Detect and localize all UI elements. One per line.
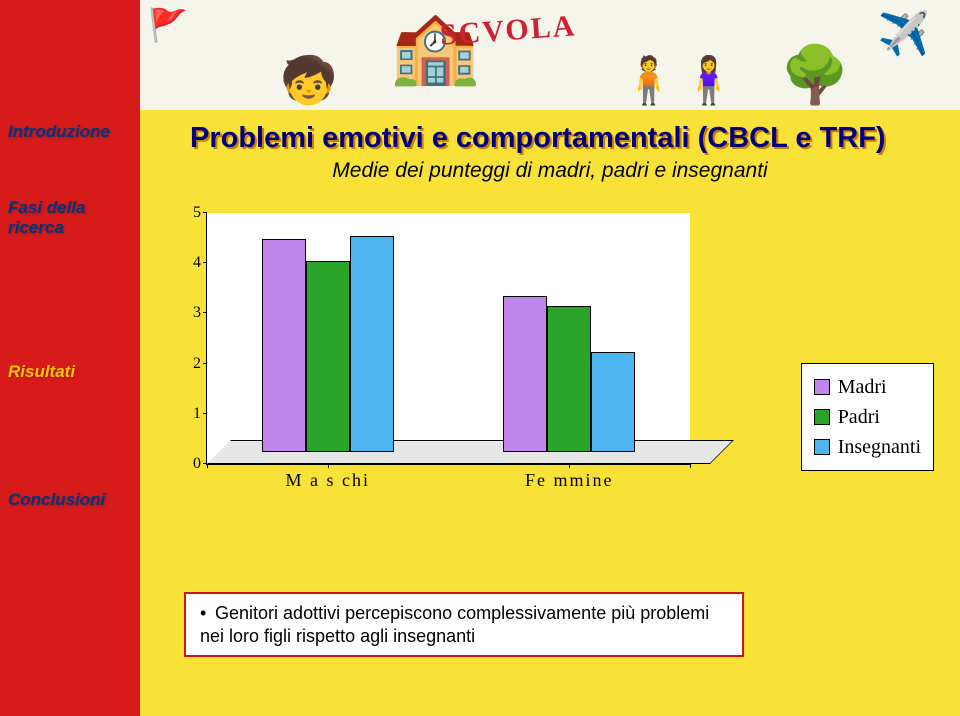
bar [350,236,394,452]
plane-icon: ✈️ [878,10,930,59]
bar [591,352,635,452]
legend-item: Padri [814,402,921,432]
bar-group [262,236,394,452]
legend-item: Insegnanti [814,432,921,462]
slide-title: Problemi emotivi e comportamentali (CBCL… [190,122,940,155]
y-tick-label: 2 [193,355,207,373]
x-category-label: M a s chi [207,464,449,491]
y-tick-label: 3 [193,304,207,322]
chart-axes: 012345M a s chiFe mmine [206,213,690,465]
main-column: 🚩 🧒 🏫 SCVOLA 🧍 🧍‍♀️ 🌳 ✈️ Problemi emotiv… [140,0,960,716]
bar-group [503,296,635,452]
sidebar-item[interactable]: Fasi della ricerca [0,148,140,298]
bar [547,306,591,452]
y-tick-label: 4 [193,254,207,272]
conclusion-callout: • Genitori adottivi percepiscono comples… [184,592,744,657]
chart-row: 012345M a s chiFe mmine MadriPadriInsegn… [160,213,940,493]
legend-swatch [814,439,830,455]
slide-body: Problemi emotivi e comportamentali (CBCL… [140,110,960,716]
bar [306,261,350,452]
legend-label: Padri [838,402,880,432]
y-tick-label: 1 [193,405,207,423]
slide-root: IntroduzioneFasi della ricercaRisultatiC… [0,0,960,716]
callout-text: Genitori adottivi percepiscono complessi… [200,603,709,646]
x-category-label: Fe mmine [449,464,691,491]
legend-item: Madri [814,372,921,402]
tree-icon: 🌳 [780,42,850,108]
bullet-icon: • [200,602,210,625]
bar-chart: 012345M a s chiFe mmine [170,213,690,493]
kid-icon: 🧍 [620,53,677,108]
kid-icon: 🧒 [280,53,337,108]
bar [503,296,547,452]
legend-swatch [814,409,830,425]
banner: 🚩 🧒 🏫 SCVOLA 🧍 🧍‍♀️ 🌳 ✈️ [140,0,960,110]
kid-icon: 🧍‍♀️ [680,53,737,108]
slide-subtitle: Medie dei punteggi di madri, padri e ins… [160,159,940,183]
y-tick-label: 5 [193,204,207,222]
sidebar: IntroduzioneFasi della ricercaRisultatiC… [0,0,140,716]
sidebar-item[interactable]: Introduzione [0,0,140,148]
legend: MadriPadriInsegnanti [801,363,934,471]
sidebar-item[interactable]: Risultati [0,298,140,422]
legend-swatch [814,379,830,395]
bar [262,239,306,452]
sidebar-item[interactable]: Conclusioni [0,422,140,716]
legend-label: Madri [838,372,887,402]
flag-icon: 🚩 [148,6,188,44]
y-tick-label: 0 [193,455,207,473]
legend-label: Insegnanti [838,432,921,462]
